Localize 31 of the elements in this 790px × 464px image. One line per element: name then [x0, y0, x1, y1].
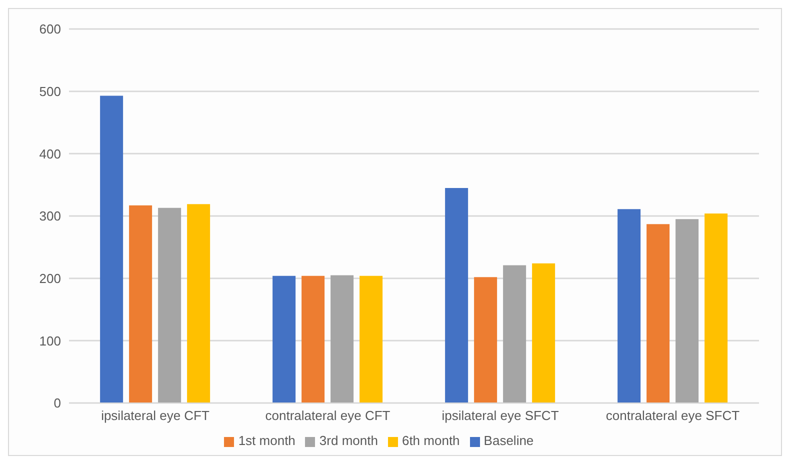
x-tick-label: contralateral eye CFT [265, 408, 390, 424]
bar [704, 214, 728, 403]
legend-label: Baseline [484, 433, 534, 448]
bar [100, 96, 124, 403]
y-tick-label: 300 [39, 208, 61, 224]
legend-label: 6th month [402, 433, 460, 448]
bar [474, 277, 498, 403]
bar [302, 276, 325, 403]
bar [158, 208, 182, 403]
bar [187, 204, 210, 403]
y-tick-label: 400 [39, 146, 61, 162]
bar [129, 205, 152, 403]
y-tick-label: 500 [39, 84, 61, 99]
bar [646, 224, 670, 403]
bar [360, 276, 383, 403]
bar [445, 188, 468, 403]
y-tick-label: 600 [39, 22, 61, 37]
y-tick-label: 0 [54, 396, 61, 411]
legend-label: 1st month [238, 433, 296, 448]
bar [618, 209, 641, 403]
bar [532, 263, 556, 403]
legend-label: 3rd month [319, 433, 378, 448]
x-tick-label: ipsilateral eye SFCT [442, 408, 559, 424]
y-tick-label: 100 [39, 333, 61, 348]
y-tick-label: 200 [39, 270, 61, 286]
bar [676, 219, 699, 403]
bar [503, 265, 526, 403]
x-tick-label: contralateral eye SFCT [606, 408, 740, 424]
x-tick-label: ipsilateral eye CFT [101, 408, 210, 424]
bar [330, 275, 354, 403]
bar [272, 276, 296, 403]
